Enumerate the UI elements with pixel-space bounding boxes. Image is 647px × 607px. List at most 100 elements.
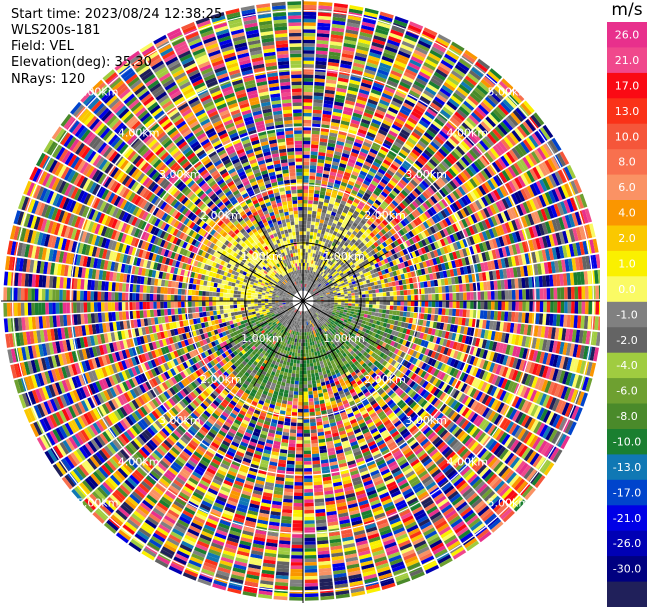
velocity-gate	[423, 131, 434, 141]
velocity-gate	[356, 99, 367, 106]
velocity-gate	[328, 51, 341, 57]
velocity-gate	[452, 308, 457, 317]
velocity-gate	[469, 309, 474, 318]
velocity-gate	[349, 256, 355, 262]
velocity-gate	[338, 255, 343, 260]
velocity-gate	[351, 306, 355, 309]
velocity-gate	[317, 162, 324, 167]
velocity-gate	[466, 117, 477, 128]
velocity-gate	[317, 22, 331, 27]
velocity-gate	[378, 284, 383, 289]
velocity-gate	[308, 387, 313, 392]
velocity-gate	[303, 161, 310, 166]
velocity-gate	[303, 227, 307, 232]
velocity-gate	[370, 180, 379, 187]
velocity-gate	[441, 308, 446, 315]
velocity-gate	[304, 509, 315, 514]
velocity-gate	[341, 196, 348, 202]
velocity-gate	[330, 168, 338, 173]
velocity-gate	[347, 305, 352, 309]
velocity-gate	[327, 255, 332, 260]
velocity-gate	[337, 80, 348, 86]
velocity-gate	[314, 284, 317, 288]
velocity-gate	[376, 25, 390, 32]
velocity-gate	[313, 365, 318, 370]
velocity-gate	[314, 71, 326, 76]
velocity-gate	[351, 189, 358, 196]
velocity-gate	[357, 204, 364, 210]
velocity-gate	[460, 103, 472, 114]
velocity-gate	[310, 429, 317, 434]
velocity-gate	[308, 186, 315, 190]
velocity-gate	[458, 83, 471, 95]
velocity-gate	[490, 111, 502, 123]
velocity-gate	[329, 237, 335, 242]
velocity-gate	[334, 302, 338, 305]
velocity-gate	[321, 230, 326, 235]
velocity-gate	[345, 139, 354, 145]
velocity-gate	[320, 263, 324, 268]
velocity-gate	[304, 262, 307, 267]
velocity-gate	[504, 301, 509, 311]
velocity-gate	[335, 94, 346, 100]
velocity-gate	[508, 290, 513, 300]
velocity-gate	[303, 353, 306, 357]
velocity-gate	[313, 348, 317, 353]
velocity-gate	[310, 161, 317, 166]
velocity-gate	[397, 295, 401, 301]
velocity-gate	[515, 107, 527, 120]
velocity-gate	[350, 311, 355, 315]
velocity-gate	[490, 291, 495, 300]
velocity-gate	[303, 29, 316, 33]
velocity-gate	[364, 138, 373, 145]
velocity-gate	[361, 233, 367, 239]
velocity-gate	[380, 59, 393, 67]
velocity-gate	[312, 264, 315, 268]
velocity-gate	[325, 276, 329, 280]
velocity-gate	[361, 183, 369, 189]
velocity-gate	[303, 151, 310, 155]
velocity-gate	[372, 202, 380, 209]
velocity-gate	[343, 193, 350, 199]
velocity-gate	[362, 245, 368, 251]
velocity-gate	[307, 214, 312, 218]
velocity-gate	[355, 295, 359, 298]
velocity-gate	[309, 231, 314, 236]
velocity-gate	[427, 186, 435, 195]
velocity-gate	[303, 213, 307, 218]
velocity-gate	[333, 255, 338, 261]
velocity-gate	[344, 246, 350, 252]
velocity-gate	[322, 177, 329, 182]
velocity-gate	[314, 280, 318, 284]
velocity-gate	[304, 488, 313, 493]
velocity-gate	[393, 94, 405, 102]
velocity-gate	[466, 72, 480, 84]
velocity-gate	[331, 23, 345, 29]
velocity-gate	[358, 294, 363, 298]
velocity-gate	[464, 49, 478, 61]
velocity-gate	[331, 258, 336, 263]
velocity-gate	[346, 263, 351, 268]
velocity-gate	[317, 19, 331, 24]
velocity-gate	[303, 85, 313, 89]
velocity-gate	[386, 214, 394, 222]
velocity-gate	[406, 171, 415, 179]
velocity-gate	[487, 301, 492, 310]
velocity-gate	[426, 161, 436, 170]
velocity-gate	[430, 77, 443, 87]
velocity-gate	[497, 290, 502, 300]
velocity-gate	[308, 249, 311, 253]
velocity-gate	[391, 209, 399, 217]
velocity-gate	[345, 96, 356, 103]
velocity-gate	[392, 63, 405, 72]
velocity-gate	[395, 138, 405, 146]
velocity-gate	[332, 274, 337, 279]
velocity-gate	[306, 262, 309, 267]
velocity-gate	[314, 491, 324, 496]
velocity-gate	[382, 305, 387, 310]
velocity-gate	[375, 289, 380, 293]
velocity-gate	[321, 272, 325, 277]
velocity-gate	[445, 285, 450, 293]
velocity-gate	[523, 100, 535, 114]
velocity-gate	[335, 272, 340, 277]
